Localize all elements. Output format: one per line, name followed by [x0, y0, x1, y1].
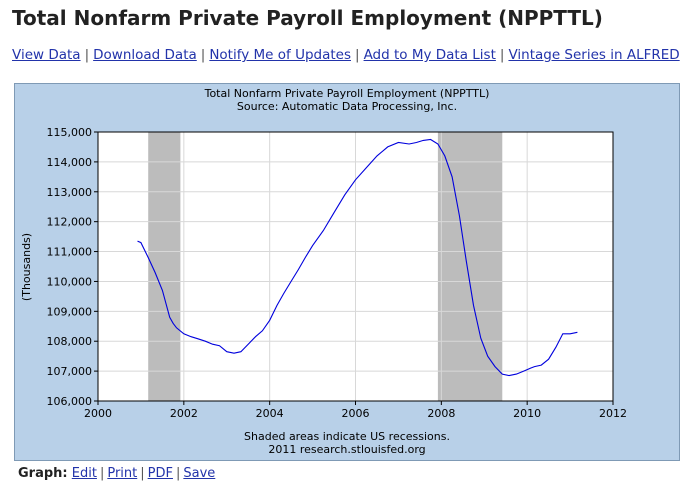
edit-graph-link[interactable]: Edit	[71, 466, 97, 481]
download-data-link[interactable]: Download Data	[93, 47, 197, 63]
link-separator: |	[84, 47, 90, 63]
graph-links-bar: Graph: Edit | Print | PDF | Save	[18, 466, 215, 481]
y-tick-label: 114,000	[47, 156, 93, 169]
x-tick-label: 2002	[170, 407, 198, 420]
y-tick-label: 113,000	[47, 186, 93, 199]
x-tick-label: 2004	[256, 407, 284, 420]
chart: Total Nonfarm Private Payroll Employment…	[14, 83, 680, 461]
x-tick-label: 2012	[599, 407, 627, 420]
y-tick-label: 109,000	[47, 305, 93, 318]
y-tick-label: 110,000	[47, 275, 93, 288]
recession-band	[148, 132, 181, 401]
series-line	[137, 138, 578, 377]
x-tick-label: 2010	[513, 407, 541, 420]
chart-panel: Total Nonfarm Private Payroll Employment…	[14, 83, 680, 465]
series-links-bar: View Data | Download Data | Notify Me of Upd…	[12, 47, 680, 63]
save-graph-link[interactable]: Save	[183, 466, 216, 481]
add-to-data-list-link[interactable]: Add to My Data List	[363, 47, 496, 63]
link-separator: |	[499, 47, 505, 63]
y-axis-label: (Thousands)	[20, 233, 33, 301]
pdf-graph-link[interactable]: PDF	[147, 466, 173, 481]
y-tick-label: 106,000	[47, 395, 93, 408]
chart-subtitle: Source: Automatic Data Processing, Inc.	[237, 100, 457, 113]
page-title: Total Nonfarm Private Payroll Employment…	[12, 6, 603, 30]
y-tick-label: 112,000	[47, 216, 93, 229]
view-data-link[interactable]: View Data	[12, 47, 81, 63]
x-tick-label: 2008	[427, 407, 455, 420]
link-separator: |	[140, 466, 145, 481]
source-credit: 2011 research.stlouisfed.org	[268, 443, 425, 456]
link-separator: |	[99, 466, 105, 481]
notify-updates-link[interactable]: Notify Me of Updates	[209, 47, 351, 63]
y-tick-label: 115,000	[47, 126, 93, 139]
y-tick-label: 108,000	[47, 335, 93, 348]
vintage-series-link[interactable]: Vintage Series in ALFRED	[508, 47, 680, 63]
x-tick-label: 2000	[84, 407, 112, 420]
link-separator: |	[355, 47, 360, 63]
link-separator: |	[175, 466, 181, 481]
x-tick-label: 2006	[342, 407, 370, 420]
print-graph-link[interactable]: Print	[107, 466, 138, 481]
link-separator: |	[200, 47, 206, 63]
chart-title: Total Nonfarm Private Payroll Employment…	[204, 87, 490, 100]
recession-band	[437, 132, 503, 401]
y-tick-label: 107,000	[47, 365, 93, 378]
graph-label: Graph:	[18, 466, 68, 481]
y-tick-label: 111,000	[47, 246, 93, 259]
recession-footnote: Shaded areas indicate US recessions.	[244, 430, 450, 443]
